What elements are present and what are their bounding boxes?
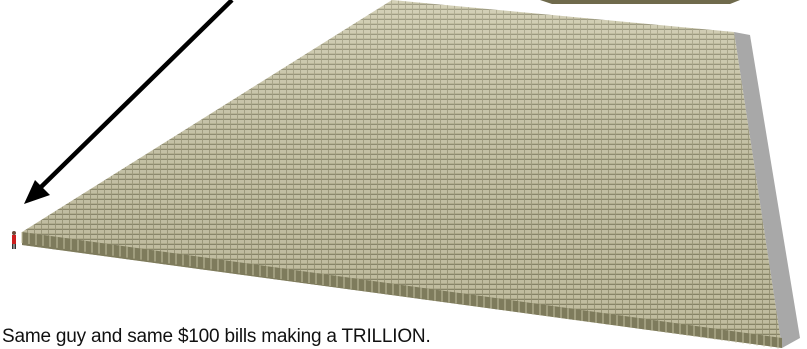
top-right-stack <box>540 0 740 4</box>
arrow-icon <box>24 0 234 204</box>
person-icon <box>12 231 16 249</box>
caption-text: Same guy and same $100 bills making a TR… <box>2 326 431 347</box>
pallet-side-shadow <box>734 32 800 348</box>
front-face-ridges <box>21 232 779 349</box>
pallet-front-face <box>22 232 782 348</box>
